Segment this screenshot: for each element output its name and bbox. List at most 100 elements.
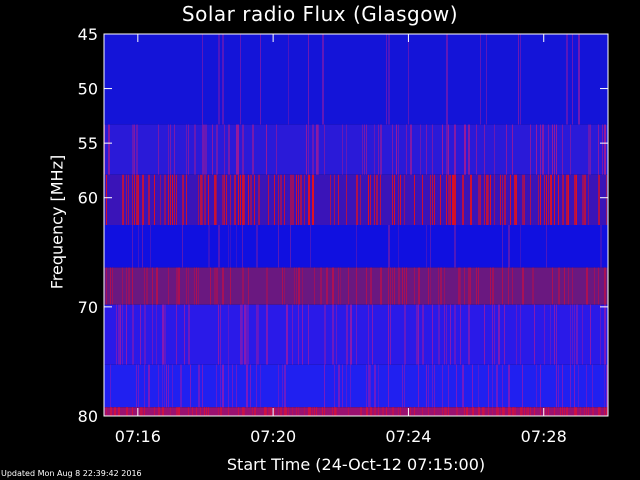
spike-line xyxy=(148,174,150,225)
spike-line xyxy=(446,34,448,125)
spike-line xyxy=(472,407,474,416)
spike-line xyxy=(442,407,443,416)
spike-line xyxy=(560,407,561,416)
spike-line xyxy=(540,174,541,225)
spike-line xyxy=(314,407,315,416)
spike-line xyxy=(184,304,185,365)
spike-line xyxy=(322,34,324,125)
spike-line xyxy=(488,407,489,416)
spike-line xyxy=(334,407,336,416)
spike-line xyxy=(446,174,447,225)
spike-line xyxy=(458,267,460,305)
spike-line xyxy=(398,225,399,268)
band-6 xyxy=(104,364,608,408)
spike-line xyxy=(364,124,365,175)
plot-area xyxy=(104,34,608,416)
spike-line xyxy=(422,174,423,225)
spike-line xyxy=(586,364,587,408)
spike-line xyxy=(154,174,155,225)
spike-line xyxy=(454,124,456,175)
spike-line xyxy=(566,174,568,225)
spike-line xyxy=(574,304,575,365)
spike-line xyxy=(266,304,268,365)
spike-line xyxy=(524,407,525,416)
spike-line xyxy=(368,304,369,365)
spike-line xyxy=(550,304,551,365)
band-2 xyxy=(104,174,608,225)
spike-line xyxy=(598,124,599,175)
spike-line xyxy=(590,124,591,175)
spike-line xyxy=(250,364,251,408)
spike-line xyxy=(566,407,568,416)
spike-line xyxy=(490,267,491,305)
spike-line xyxy=(248,174,249,225)
spike-line xyxy=(152,267,153,305)
spike-line xyxy=(512,407,514,416)
spike-line xyxy=(456,364,457,408)
spike-line xyxy=(442,364,443,408)
spike-line xyxy=(442,124,443,175)
spike-line xyxy=(510,407,511,416)
spike-line xyxy=(448,364,449,408)
spike-line xyxy=(126,407,128,416)
spike-line xyxy=(462,174,464,225)
spike-line xyxy=(520,34,521,125)
spike-line xyxy=(448,124,449,175)
spike-line xyxy=(580,407,581,416)
spike-line xyxy=(382,407,384,416)
spike-line xyxy=(306,124,307,175)
spike-line xyxy=(540,407,541,416)
spike-line xyxy=(428,364,429,408)
band-4 xyxy=(104,267,608,305)
spike-line xyxy=(308,304,309,365)
spike-line xyxy=(206,407,207,416)
spike-line xyxy=(182,174,184,225)
spike-line xyxy=(494,174,495,225)
spike-line xyxy=(284,364,286,408)
x-tick-label: 07:16 xyxy=(115,427,161,446)
spike-line xyxy=(568,267,569,305)
spike-line xyxy=(194,267,195,305)
spike-line xyxy=(230,267,231,305)
spike-line xyxy=(160,174,161,225)
spike-line xyxy=(118,407,120,416)
spike-line xyxy=(422,304,424,365)
spike-line xyxy=(222,34,224,125)
spike-line xyxy=(202,34,203,125)
spike-line xyxy=(546,225,547,268)
spike-line xyxy=(236,364,237,408)
spike-line xyxy=(450,304,451,365)
spike-line xyxy=(278,364,279,408)
spike-line xyxy=(360,174,361,225)
spike-line xyxy=(466,407,468,416)
spike-line xyxy=(562,174,564,225)
spike-line xyxy=(388,304,389,365)
spike-line xyxy=(492,304,493,365)
spike-line xyxy=(162,364,163,408)
spike-line xyxy=(544,407,545,416)
spike-line xyxy=(522,174,524,225)
y-tick-label: 60 xyxy=(78,189,98,208)
spike-line xyxy=(110,267,111,305)
spike-line xyxy=(374,364,376,408)
spike-line xyxy=(450,174,451,225)
spike-line xyxy=(132,407,133,416)
spike-line xyxy=(324,364,325,408)
spike-line xyxy=(242,124,244,175)
spike-line xyxy=(312,407,313,416)
spike-line xyxy=(400,407,401,416)
spike-line xyxy=(246,364,248,408)
spike-line xyxy=(578,364,579,408)
spike-line xyxy=(242,174,244,225)
spike-line xyxy=(468,267,470,305)
spike-line xyxy=(408,34,409,125)
spike-line xyxy=(300,174,302,225)
x-tick-label: 07:20 xyxy=(250,427,296,446)
spike-line xyxy=(218,304,219,365)
spike-line xyxy=(142,225,143,268)
spike-line xyxy=(342,364,343,408)
spike-line xyxy=(338,267,339,305)
spike-line xyxy=(200,407,201,416)
spike-line xyxy=(586,267,588,305)
